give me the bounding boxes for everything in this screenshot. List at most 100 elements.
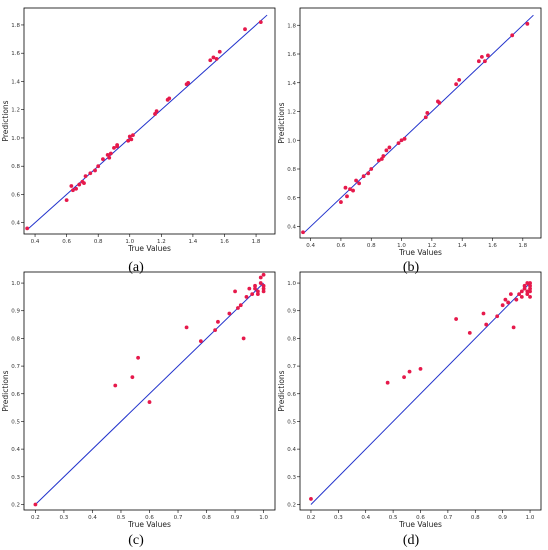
data-point [82, 181, 86, 186]
x-tick-label: 1.0 [125, 239, 134, 245]
data-point [418, 366, 423, 371]
y-tick-label: 1.6 [287, 52, 296, 58]
y-tick-label: 0.5 [287, 419, 296, 425]
data-point [508, 292, 513, 297]
y-tick-label: 0.8 [287, 336, 296, 342]
x-tick-label: 0.7 [444, 515, 453, 521]
y-tick-label: 1.8 [11, 23, 20, 29]
data-point [481, 311, 486, 316]
data-point [214, 56, 219, 61]
data-point [528, 283, 532, 288]
data-point [77, 182, 82, 187]
x-tick-label: 1.6 [220, 239, 229, 245]
data-point [511, 325, 516, 330]
x-tick-label: 0.2 [31, 515, 40, 521]
data-point [147, 400, 152, 404]
y-tick-label: 0.8 [11, 336, 20, 342]
y-tick-label: 0.7 [11, 364, 20, 370]
data-point [253, 283, 257, 288]
x-tick-label: 0.4 [306, 243, 315, 249]
data-point [88, 171, 93, 176]
data-point [136, 355, 140, 360]
data-point [486, 53, 490, 58]
ideal-fit-line [26, 14, 268, 231]
x-tick-label: 0.6 [145, 515, 154, 521]
y-axis-label: Predictions [277, 370, 286, 411]
data-point [301, 230, 305, 235]
y-tick-label: 1.2 [287, 110, 296, 116]
data-point [361, 174, 366, 179]
data-point [250, 292, 255, 297]
data-point [241, 336, 246, 341]
ideal-fit-line [310, 282, 531, 505]
x-tick-label: 0.4 [361, 515, 370, 521]
x-axis-label: True Values [127, 244, 171, 253]
x-tick-label: 1.6 [488, 243, 497, 249]
x-tick-label: 0.3 [334, 515, 343, 521]
x-tick-label: 0.8 [367, 243, 376, 249]
x-tick-label: 0.7 [174, 515, 183, 521]
x-tick-label: 0.6 [62, 239, 71, 245]
data-point [351, 188, 355, 193]
x-axis-label: True Values [127, 520, 171, 529]
data-point [495, 314, 500, 319]
x-tick-label: 1.8 [518, 243, 527, 249]
data-point [357, 181, 362, 186]
data-point [399, 138, 404, 143]
x-tick-label: 0.8 [202, 515, 211, 521]
data-point [339, 200, 343, 204]
data-point [402, 375, 406, 380]
data-point [354, 178, 358, 183]
data-point [69, 184, 74, 188]
data-point [402, 136, 407, 141]
y-tick-label: 0.9 [11, 309, 20, 315]
y-tick-label: 0.8 [287, 167, 296, 173]
data-point [343, 185, 348, 190]
y-tick-label: 0.5 [11, 419, 20, 425]
x-tick-label: 0.5 [389, 515, 398, 521]
data-point [108, 151, 113, 156]
data-point [167, 96, 172, 101]
data-point [525, 289, 530, 294]
y-tick-label: 0.6 [287, 392, 296, 398]
data-point [130, 375, 135, 380]
y-tick-label: 0.3 [287, 475, 296, 481]
data-point [93, 168, 97, 173]
x-tick-label: 1.2 [157, 239, 166, 245]
data-point [261, 289, 266, 294]
data-point [528, 281, 532, 285]
data-point [101, 157, 105, 162]
data-point [503, 297, 508, 302]
data-point [115, 144, 120, 149]
x-tick-label: 1.0 [259, 515, 268, 521]
data-point [479, 54, 484, 59]
data-point [258, 20, 263, 25]
y-axis-label: Predictions [1, 370, 10, 411]
plot-frame [23, 271, 276, 511]
y-tick-label: 0.4 [11, 221, 20, 227]
x-tick-label: 0.3 [60, 515, 69, 521]
data-point [227, 311, 232, 316]
data-point [376, 158, 381, 163]
data-point [519, 289, 524, 294]
data-point [213, 328, 218, 333]
y-tick-label: 0.4 [11, 447, 20, 453]
data-point [126, 138, 131, 143]
y-tick-label: 0.6 [11, 192, 20, 198]
data-point [528, 295, 532, 299]
data-point [107, 155, 112, 160]
y-tick-label: 0.4 [287, 225, 296, 231]
data-point [208, 58, 213, 63]
data-point [484, 322, 489, 327]
data-point [64, 198, 69, 203]
data-point [255, 292, 260, 297]
data-point [244, 295, 249, 299]
data-point [233, 289, 237, 294]
data-point [258, 275, 263, 280]
data-point [525, 281, 530, 285]
data-point [454, 317, 459, 321]
x-tick-label: 1.0 [526, 515, 535, 521]
panel-label-d: (d) [403, 533, 420, 548]
x-axis-label: True Values [398, 248, 442, 257]
x-tick-label: 0.6 [416, 515, 425, 521]
